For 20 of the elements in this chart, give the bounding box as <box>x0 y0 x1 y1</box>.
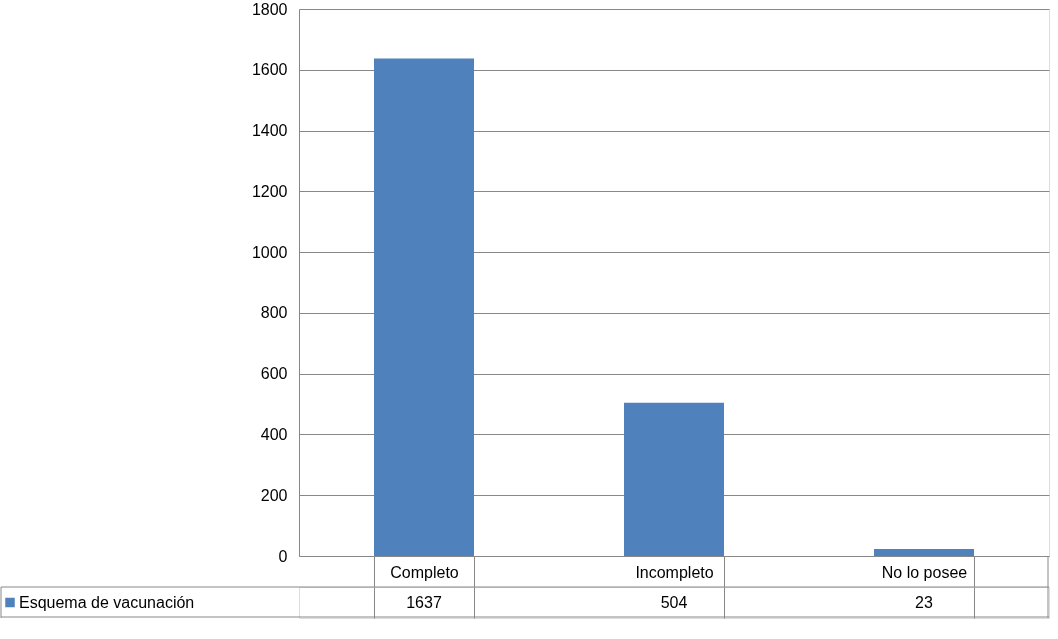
data-label: 504 <box>660 593 688 611</box>
bar <box>624 402 724 556</box>
bar <box>874 549 974 556</box>
data-label: 23 <box>915 593 933 611</box>
x-tick-label: No lo posee <box>881 563 968 581</box>
y-tick-label: 600 <box>260 365 288 383</box>
legend-label: Esquema de vacunación <box>19 593 195 611</box>
y-tick-label: 1600 <box>251 61 288 79</box>
x-tick-label: Completo <box>390 563 459 581</box>
y-tick-label: 1000 <box>251 243 288 261</box>
y-tick-label: 400 <box>260 425 288 443</box>
y-tick-label: 1200 <box>251 182 288 200</box>
data-label: 1637 <box>406 593 442 611</box>
y-tick-label: 1400 <box>251 122 288 140</box>
bar <box>374 58 474 556</box>
x-tick-label: Incompleto <box>635 563 714 581</box>
y-tick-label: 0 <box>278 547 288 565</box>
y-tick-label: 1800 <box>251 0 288 18</box>
y-tick-label: 200 <box>260 486 288 504</box>
y-tick-label: 800 <box>260 304 288 322</box>
